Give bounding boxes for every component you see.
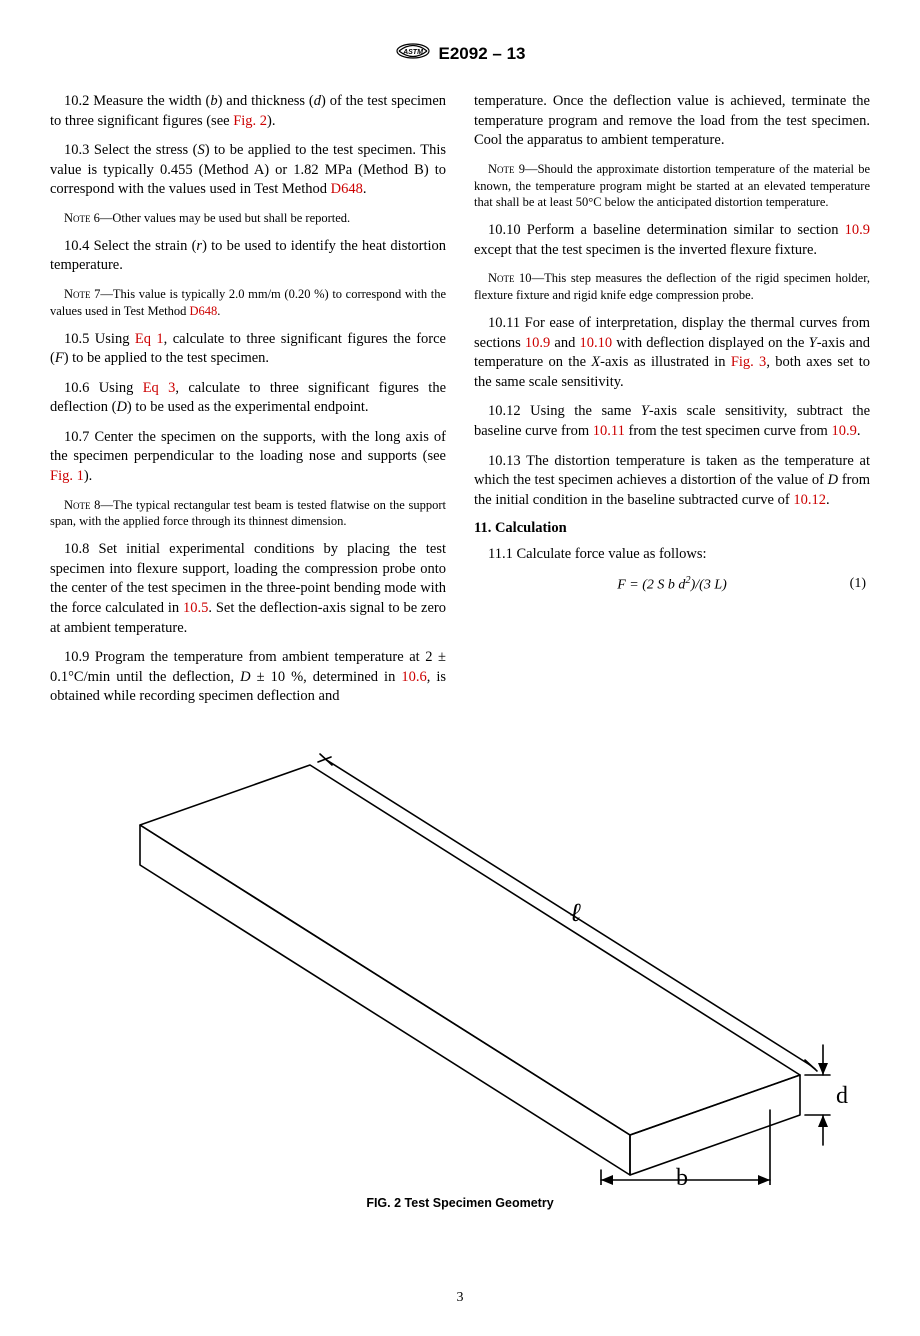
link-10-12[interactable]: 10.12 (793, 492, 826, 508)
doc-id: E2092 – 13 (439, 44, 526, 64)
para-10-9: 10.9 Program the temperature from ambien… (50, 648, 446, 707)
page-number: 3 (50, 1290, 870, 1306)
para-10-3: 10.3 Select the stress (S) to be applied… (50, 141, 446, 200)
label-thickness: d (836, 1083, 848, 1109)
right-column: temperature. Once the deflection value i… (474, 92, 870, 717)
link-eq-1[interactable]: Eq 1 (135, 331, 164, 347)
link-10-5[interactable]: 10.5 (183, 600, 208, 616)
para-10-5: 10.5 Using Eq 1, calculate to three sign… (50, 330, 446, 369)
figure-2-caption: FIG. 2 Test Specimen Geometry (50, 1196, 870, 1210)
astm-logo-icon: ASTM (395, 40, 431, 67)
para-10-11: 10.11 For ease of interpretation, displa… (474, 314, 870, 392)
link-10-6[interactable]: 10.6 (401, 669, 426, 685)
link-10-10[interactable]: 10.10 (580, 335, 613, 351)
note-9: Note 9—Should the approximate distortion… (474, 161, 870, 212)
svg-text:ASTM: ASTM (402, 49, 423, 56)
para-10-4: 10.4 Select the strain (r) to be used to… (50, 237, 446, 276)
equation-1: F = (2 S b d2)/(3 L) (1) (474, 575, 870, 594)
link-fig-3[interactable]: Fig. 3 (731, 354, 767, 370)
para-10-12: 10.12 Using the same Y-axis scale sensit… (474, 402, 870, 441)
note-8: Note 8—The typical rectangular test beam… (50, 497, 446, 531)
link-10-9-c[interactable]: 10.9 (831, 423, 856, 439)
left-column: 10.2 Measure the width (b) and thickness… (50, 92, 446, 717)
link-10-9-a[interactable]: 10.9 (845, 222, 870, 238)
link-d648-1[interactable]: D648 (331, 181, 363, 197)
note-6: Note 6—Other values may be used but shal… (50, 210, 446, 227)
para-10-6: 10.6 Using Eq 3, calculate to three sign… (50, 379, 446, 418)
para-10-7: 10.7 Center the specimen on the supports… (50, 428, 446, 487)
figure-2: ℓ b d FIG. 2 Test Specimen Geometry (50, 735, 870, 1210)
body-columns: 10.2 Measure the width (b) and thickness… (50, 92, 870, 717)
page-header: ASTM E2092 – 13 (50, 40, 870, 67)
link-10-11[interactable]: 10.11 (593, 423, 625, 439)
link-d648-2[interactable]: D648 (190, 304, 218, 318)
label-width: b (676, 1165, 688, 1185)
equation-1-number: (1) (836, 576, 866, 592)
link-10-9-b[interactable]: 10.9 (525, 335, 550, 351)
para-10-9-cont: temperature. Once the deflection value i… (474, 92, 870, 151)
link-fig-2[interactable]: Fig. 2 (233, 113, 267, 129)
para-11-1: 11.1 Calculate force value as follows: (474, 545, 870, 565)
link-fig-1[interactable]: Fig. 1 (50, 468, 84, 484)
para-10-8: 10.8 Set initial experimental conditions… (50, 540, 446, 638)
equation-1-body: F = (2 S b d2)/(3 L) (508, 575, 836, 594)
note-7: Note 7—This value is typically 2.0 mm/m … (50, 286, 446, 320)
para-10-13: 10.13 The distortion temperature is take… (474, 452, 870, 511)
specimen-geometry-diagram: ℓ b d (70, 735, 850, 1185)
para-10-2: 10.2 Measure the width (b) and thickness… (50, 92, 446, 131)
note-10: Note 10—This step measures the deflectio… (474, 270, 870, 304)
para-10-10: 10.10 Perform a baseline determination s… (474, 221, 870, 260)
link-eq-3[interactable]: Eq 3 (143, 380, 176, 396)
section-11-head: 11. Calculation (474, 520, 870, 537)
label-length: ℓ (570, 898, 581, 927)
